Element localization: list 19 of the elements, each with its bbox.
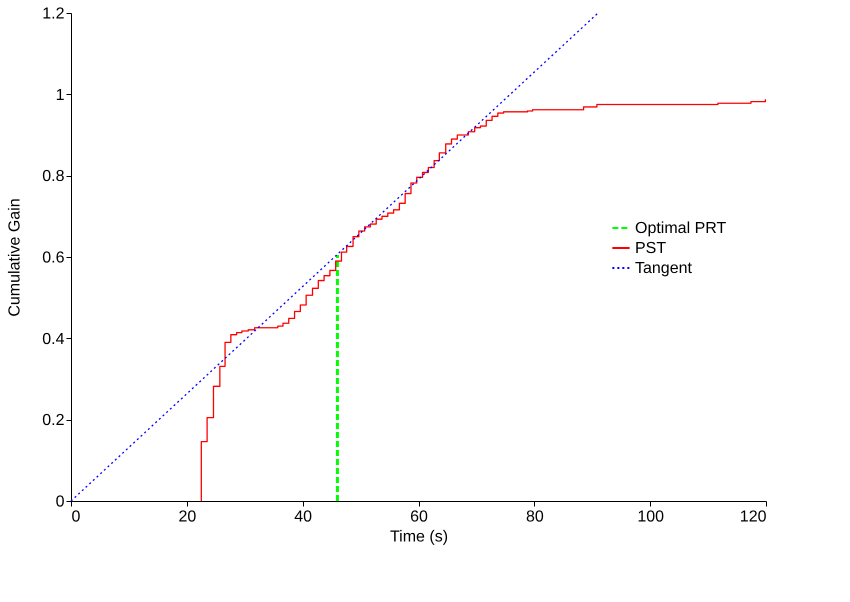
legend-label: PST xyxy=(635,240,666,257)
y-tick-label: 0.2 xyxy=(42,412,65,430)
x-tick-label: 80 xyxy=(526,508,544,526)
y-tick-label: 1.2 xyxy=(42,6,65,22)
x-tick-label: 20 xyxy=(178,508,196,526)
y-tick-label: 0 xyxy=(56,494,65,510)
y-tick-label: 0.6 xyxy=(42,250,65,266)
legend-label: Tangent xyxy=(635,260,692,277)
legend-label: Optimal PRT xyxy=(635,220,727,237)
x-tick-label: 100 xyxy=(637,508,664,526)
x-tick-label: 0 xyxy=(72,508,80,526)
y-tick-label: 0.8 xyxy=(42,168,65,186)
x-tick-label: 120 xyxy=(740,508,767,526)
y-tick-label: 0.4 xyxy=(42,330,65,348)
x-tick-label: 60 xyxy=(410,508,428,526)
x-tick-label: 40 xyxy=(294,508,312,526)
y-axis-title: Cumulative Gain xyxy=(6,198,24,317)
y-tick-label: 1 xyxy=(56,86,65,104)
x-axis-title: Time (s) xyxy=(390,528,448,546)
